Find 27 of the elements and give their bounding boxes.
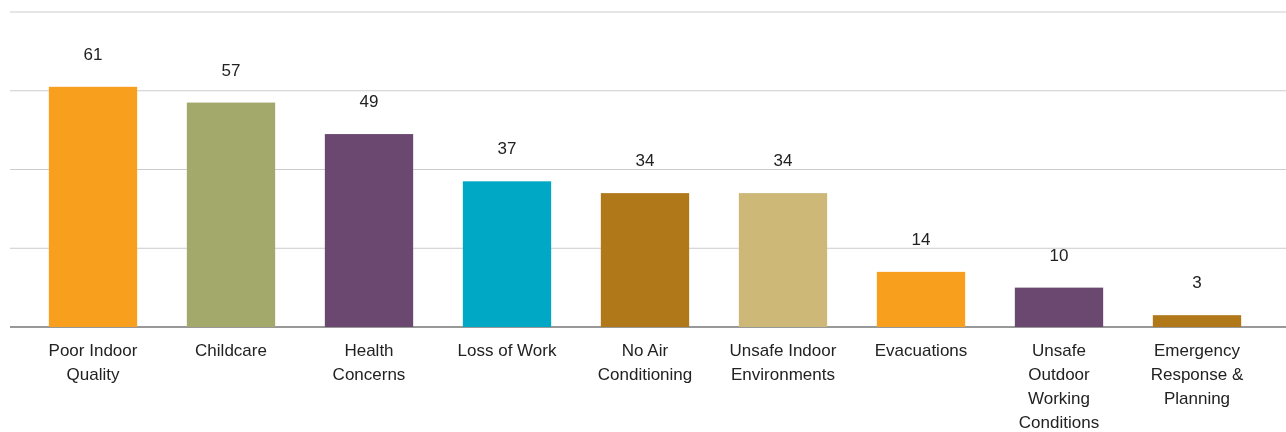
data-label: 3 — [1192, 273, 1202, 293]
bar — [48, 86, 138, 327]
x-tick-label: Unsafe Outdoor Working Conditions — [1018, 341, 1100, 432]
data-label: 10 — [1049, 245, 1069, 265]
data-label: 57 — [221, 60, 241, 80]
x-tick-label: Unsafe Indoor Environments — [729, 341, 837, 384]
bar — [324, 134, 414, 327]
x-tick-label: Evacuations — [874, 341, 968, 360]
bar — [600, 193, 690, 327]
bar — [1152, 315, 1242, 327]
x-tick-label: Poor Indoor Quality — [48, 341, 138, 384]
data-label: 49 — [359, 92, 379, 112]
bar — [738, 193, 828, 327]
x-tick-label: Health Concerns — [332, 341, 406, 384]
bar — [462, 181, 552, 327]
data-label: 61 — [83, 44, 103, 64]
x-tick-label: Loss of Work — [457, 341, 557, 360]
bar — [1014, 287, 1104, 327]
data-label: 14 — [911, 229, 931, 249]
x-tick-label: Childcare — [195, 341, 267, 360]
data-label: 34 — [773, 151, 793, 171]
data-label: 37 — [497, 139, 517, 159]
bar — [186, 102, 276, 327]
bar — [876, 271, 966, 327]
x-tick-label: Emergency Response & Planning — [1150, 341, 1244, 408]
x-tick-label: No Air Conditioning — [597, 341, 693, 384]
data-label: 34 — [635, 151, 655, 171]
